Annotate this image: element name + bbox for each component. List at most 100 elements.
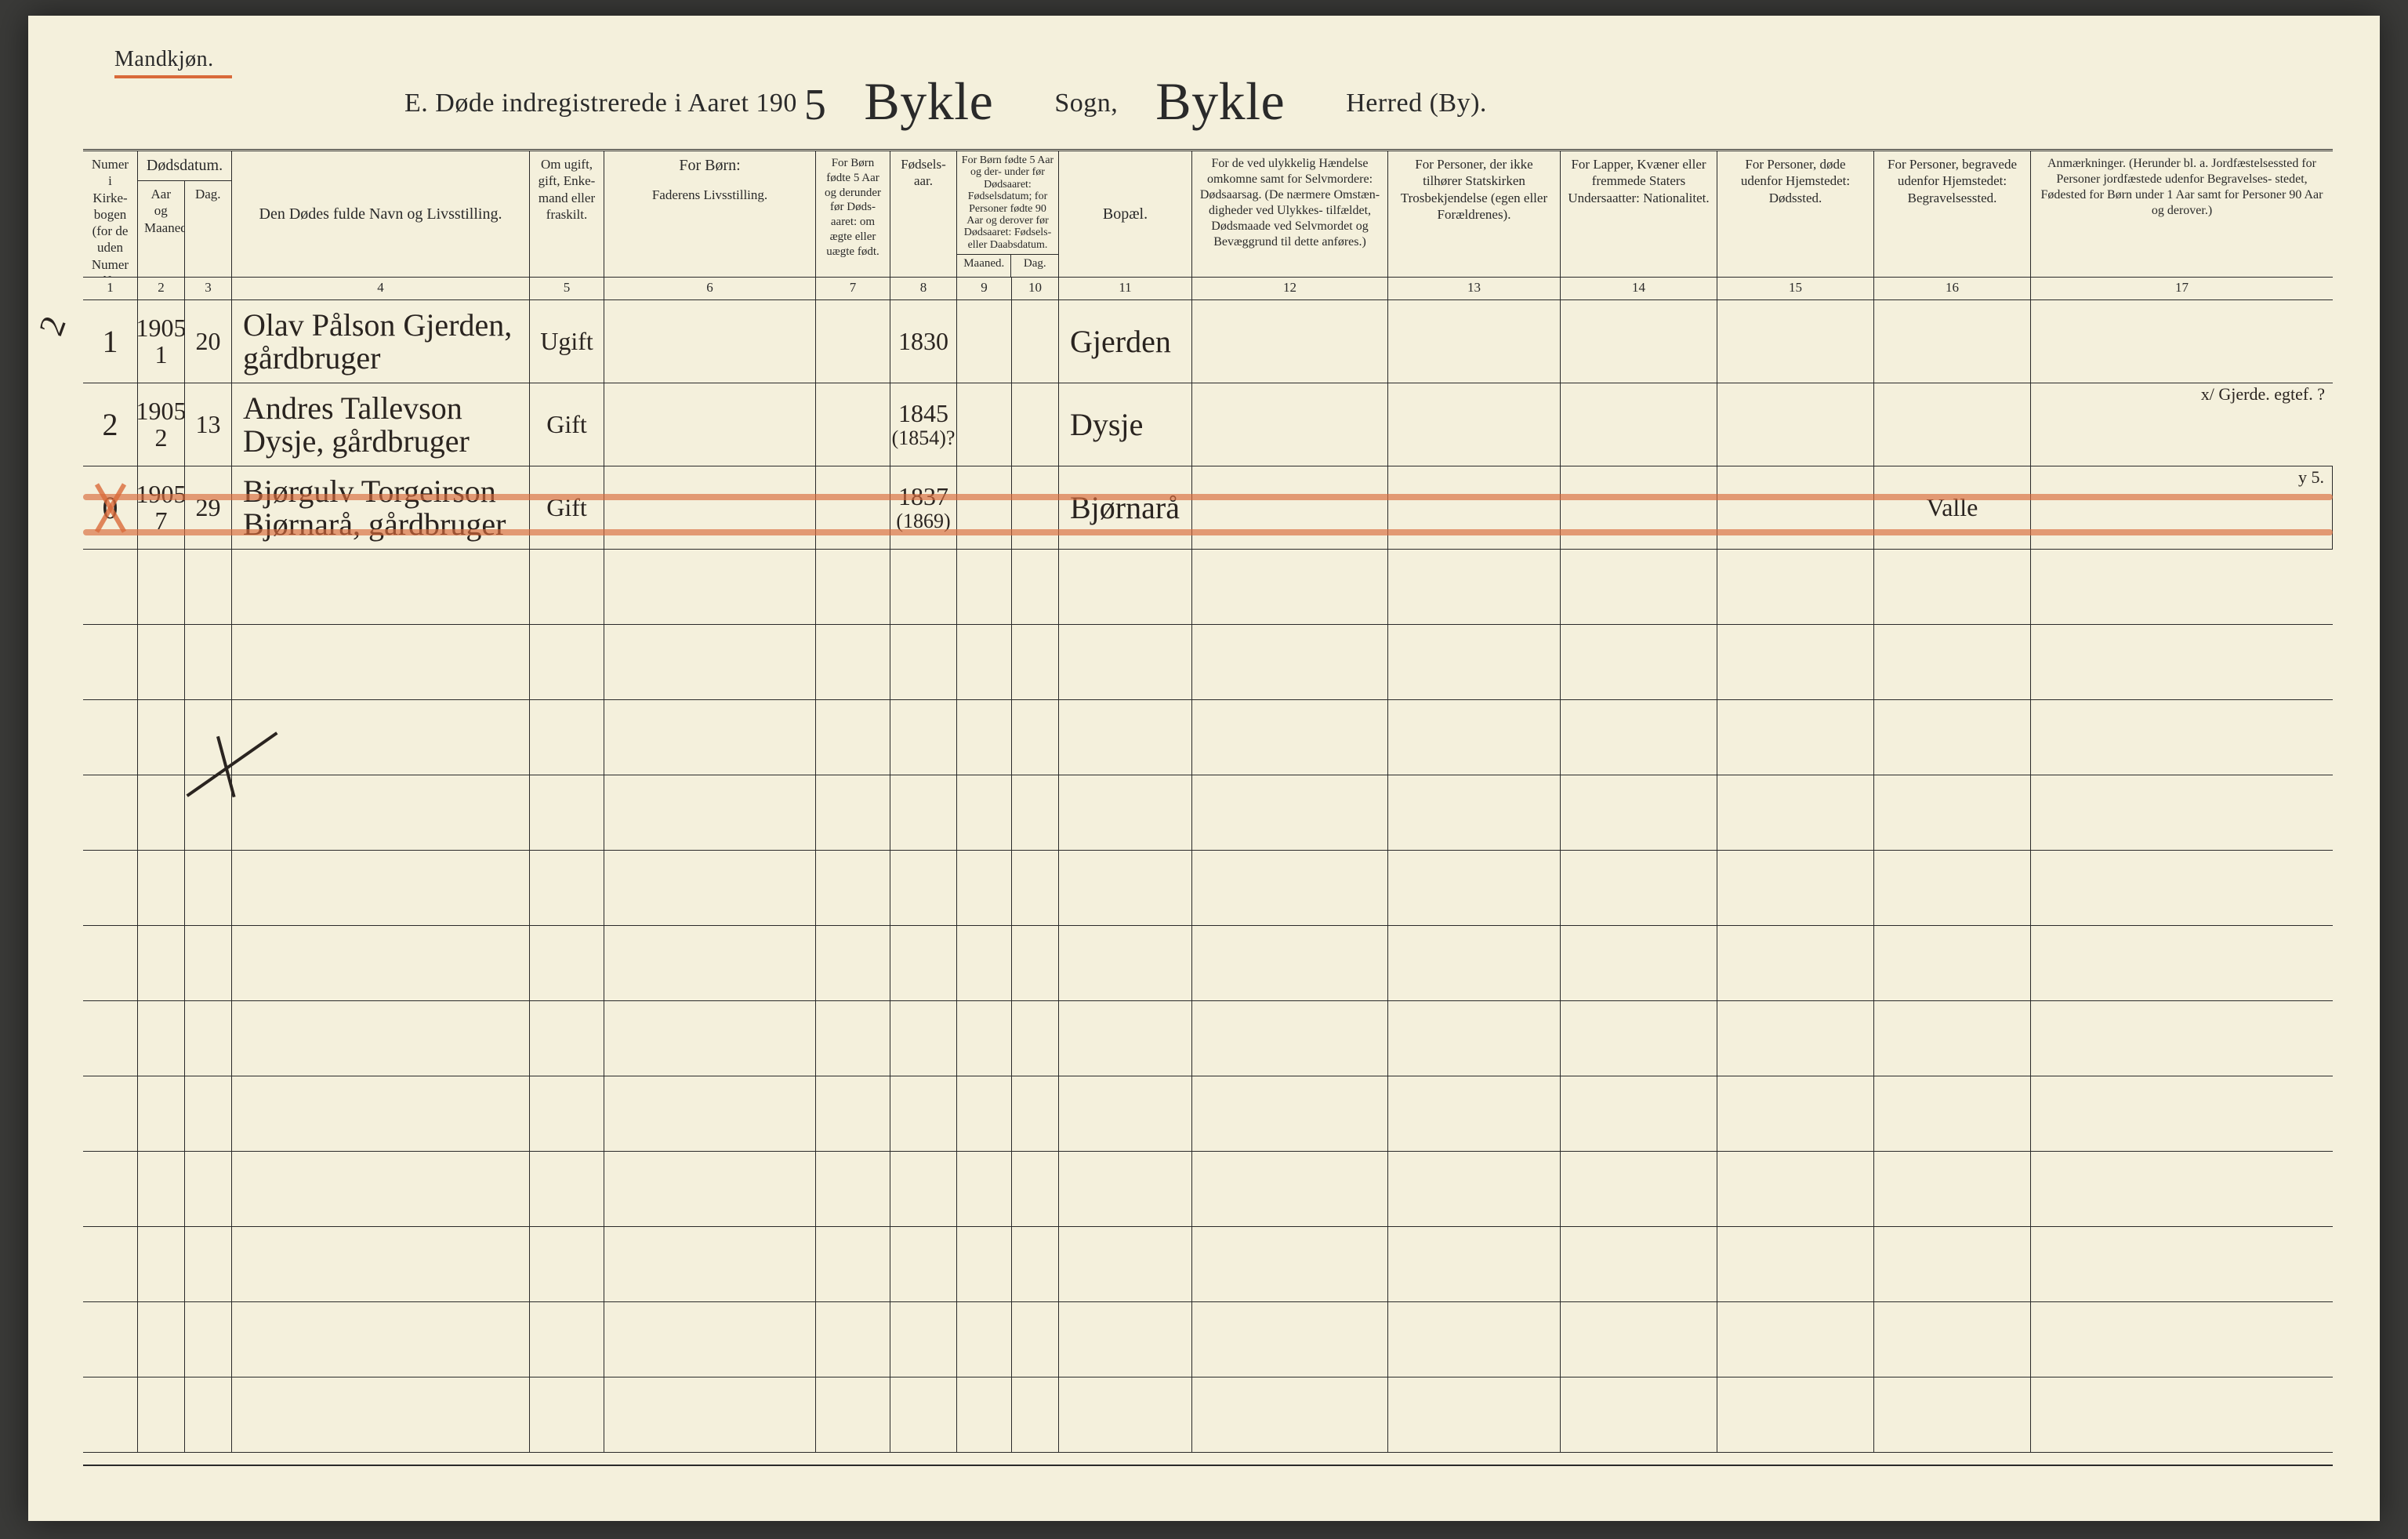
cell-empty	[1874, 1377, 2031, 1452]
row-day: 13	[196, 412, 221, 438]
cell-c6	[604, 466, 816, 549]
cell-empty	[890, 1227, 957, 1301]
cell-empty	[185, 1076, 232, 1151]
cell-c14	[1561, 466, 1717, 549]
cell-empty	[816, 1377, 890, 1452]
page-title: E. Døde indregistrerede i Aaret 190 5 By…	[404, 63, 2317, 125]
cell-empty	[604, 625, 816, 699]
row-residence: Bjørnarå	[1070, 492, 1180, 524]
cell-empty	[1717, 1152, 1874, 1226]
col1-header: Numer i Kirke- bogen (for de uden Numer …	[89, 156, 131, 277]
gender-label-text: Mandkjøn.	[114, 47, 214, 71]
cell-c15	[1717, 300, 1874, 383]
row-residence: Gjerden	[1070, 325, 1171, 358]
cell-empty	[1059, 1001, 1192, 1076]
margin-tally: 2	[31, 310, 74, 340]
cell-empty	[83, 851, 138, 925]
cell-empty	[1717, 1227, 1874, 1301]
table-row-empty	[83, 775, 2333, 851]
col9-header: Maaned.	[963, 257, 1004, 270]
col6-header-top: For Børn:	[679, 157, 740, 174]
cell-empty	[816, 700, 890, 775]
cell-empty	[1388, 625, 1561, 699]
cell-empty	[1059, 851, 1192, 925]
cell-empty	[1192, 700, 1388, 775]
cell-empty	[83, 1076, 138, 1151]
cell-empty	[1012, 550, 1059, 624]
row-burial: Valle	[1927, 495, 1978, 521]
cell-empty	[604, 1227, 816, 1301]
cell-empty	[1388, 926, 1561, 1000]
cell-empty	[1192, 550, 1388, 624]
cell-c2: 19057	[138, 466, 185, 549]
cell-c13	[1388, 383, 1561, 466]
colnum-15: 15	[1717, 278, 1874, 299]
title-prefix: E. Døde indregistrerede i Aaret 190	[404, 89, 797, 118]
cell-empty	[604, 550, 816, 624]
cell-empty	[1874, 1227, 2031, 1301]
cell-empty	[138, 1227, 185, 1301]
cell-empty	[890, 700, 957, 775]
cell-c13	[1388, 466, 1561, 549]
cell-empty	[604, 1152, 816, 1226]
row-month: 1	[155, 342, 168, 368]
herred-handwritten: Bykle	[1155, 71, 1285, 132]
cell-c4: Andres TallevsonDysje, gårdbruger	[232, 383, 530, 466]
col7-header: For Børn fødte 5 Aar og derunder før Død…	[822, 156, 883, 259]
cell-empty	[530, 775, 604, 850]
data-rows: 11905120Olav Pålson Gjerden,gårdbrugerUg…	[83, 300, 2333, 1453]
row-name2: Bjørnarå, gårdbruger	[243, 508, 506, 541]
cell-c12	[1192, 466, 1388, 549]
row-month: 7	[155, 508, 168, 535]
cell-empty	[957, 1001, 1012, 1076]
cell-c16	[1874, 300, 2031, 383]
row-day: 29	[196, 495, 221, 521]
red-x	[91, 474, 130, 537]
colnum-9: 9	[957, 278, 1012, 299]
colnum-8: 8	[890, 278, 957, 299]
col10-header: Dag.	[1024, 257, 1046, 270]
cell-empty	[1388, 1227, 1561, 1301]
cell-empty	[138, 775, 185, 850]
cell-empty	[1388, 1001, 1561, 1076]
cell-empty	[604, 1076, 816, 1151]
cell-empty	[530, 926, 604, 1000]
cell-empty	[1012, 625, 1059, 699]
col16-header: For Personer, begravede udenfor Hjemsted…	[1880, 156, 2024, 206]
cell-empty	[1388, 700, 1561, 775]
cell-empty	[1012, 1076, 1059, 1151]
cell-empty	[232, 851, 530, 925]
cell-empty	[232, 1227, 530, 1301]
row-birth-alt: (1869)	[896, 510, 950, 532]
cell-empty	[83, 700, 138, 775]
cell-empty	[1059, 1076, 1192, 1151]
cell-empty	[2031, 1302, 2333, 1377]
cell-empty	[530, 1076, 604, 1151]
cell-empty	[1059, 1152, 1192, 1226]
cell-empty	[1561, 851, 1717, 925]
cell-empty	[232, 1152, 530, 1226]
cell-empty	[957, 1227, 1012, 1301]
cell-empty	[530, 1302, 604, 1377]
cell-empty	[1874, 851, 2031, 925]
cell-empty	[138, 700, 185, 775]
cell-empty	[816, 1302, 890, 1377]
cell-empty	[1561, 926, 1717, 1000]
cell-c17: y 5.	[2031, 466, 2333, 549]
header-row: Numer i Kirke- bogen (for de uden Numer …	[83, 151, 2333, 278]
col4-header: Den Dødes fulde Navn og Livsstilling.	[259, 205, 502, 224]
table-row-empty	[83, 550, 2333, 625]
cell-empty	[1874, 1152, 2031, 1226]
colnum-5: 5	[530, 278, 604, 299]
row-birth: 1845	[898, 401, 948, 427]
cell-c11: Dysje	[1059, 383, 1192, 466]
cell-empty	[138, 1377, 185, 1452]
cell-empty	[1874, 1302, 2031, 1377]
ledger-table: Numer i Kirke- bogen (for de uden Numer …	[83, 149, 2333, 1466]
cell-empty	[138, 1001, 185, 1076]
row-birth-alt: (1854)?	[892, 427, 956, 448]
title-year-digit: 5	[804, 80, 827, 130]
cell-empty	[530, 851, 604, 925]
cell-empty	[1717, 1001, 1874, 1076]
cell-empty	[1059, 1302, 1192, 1377]
